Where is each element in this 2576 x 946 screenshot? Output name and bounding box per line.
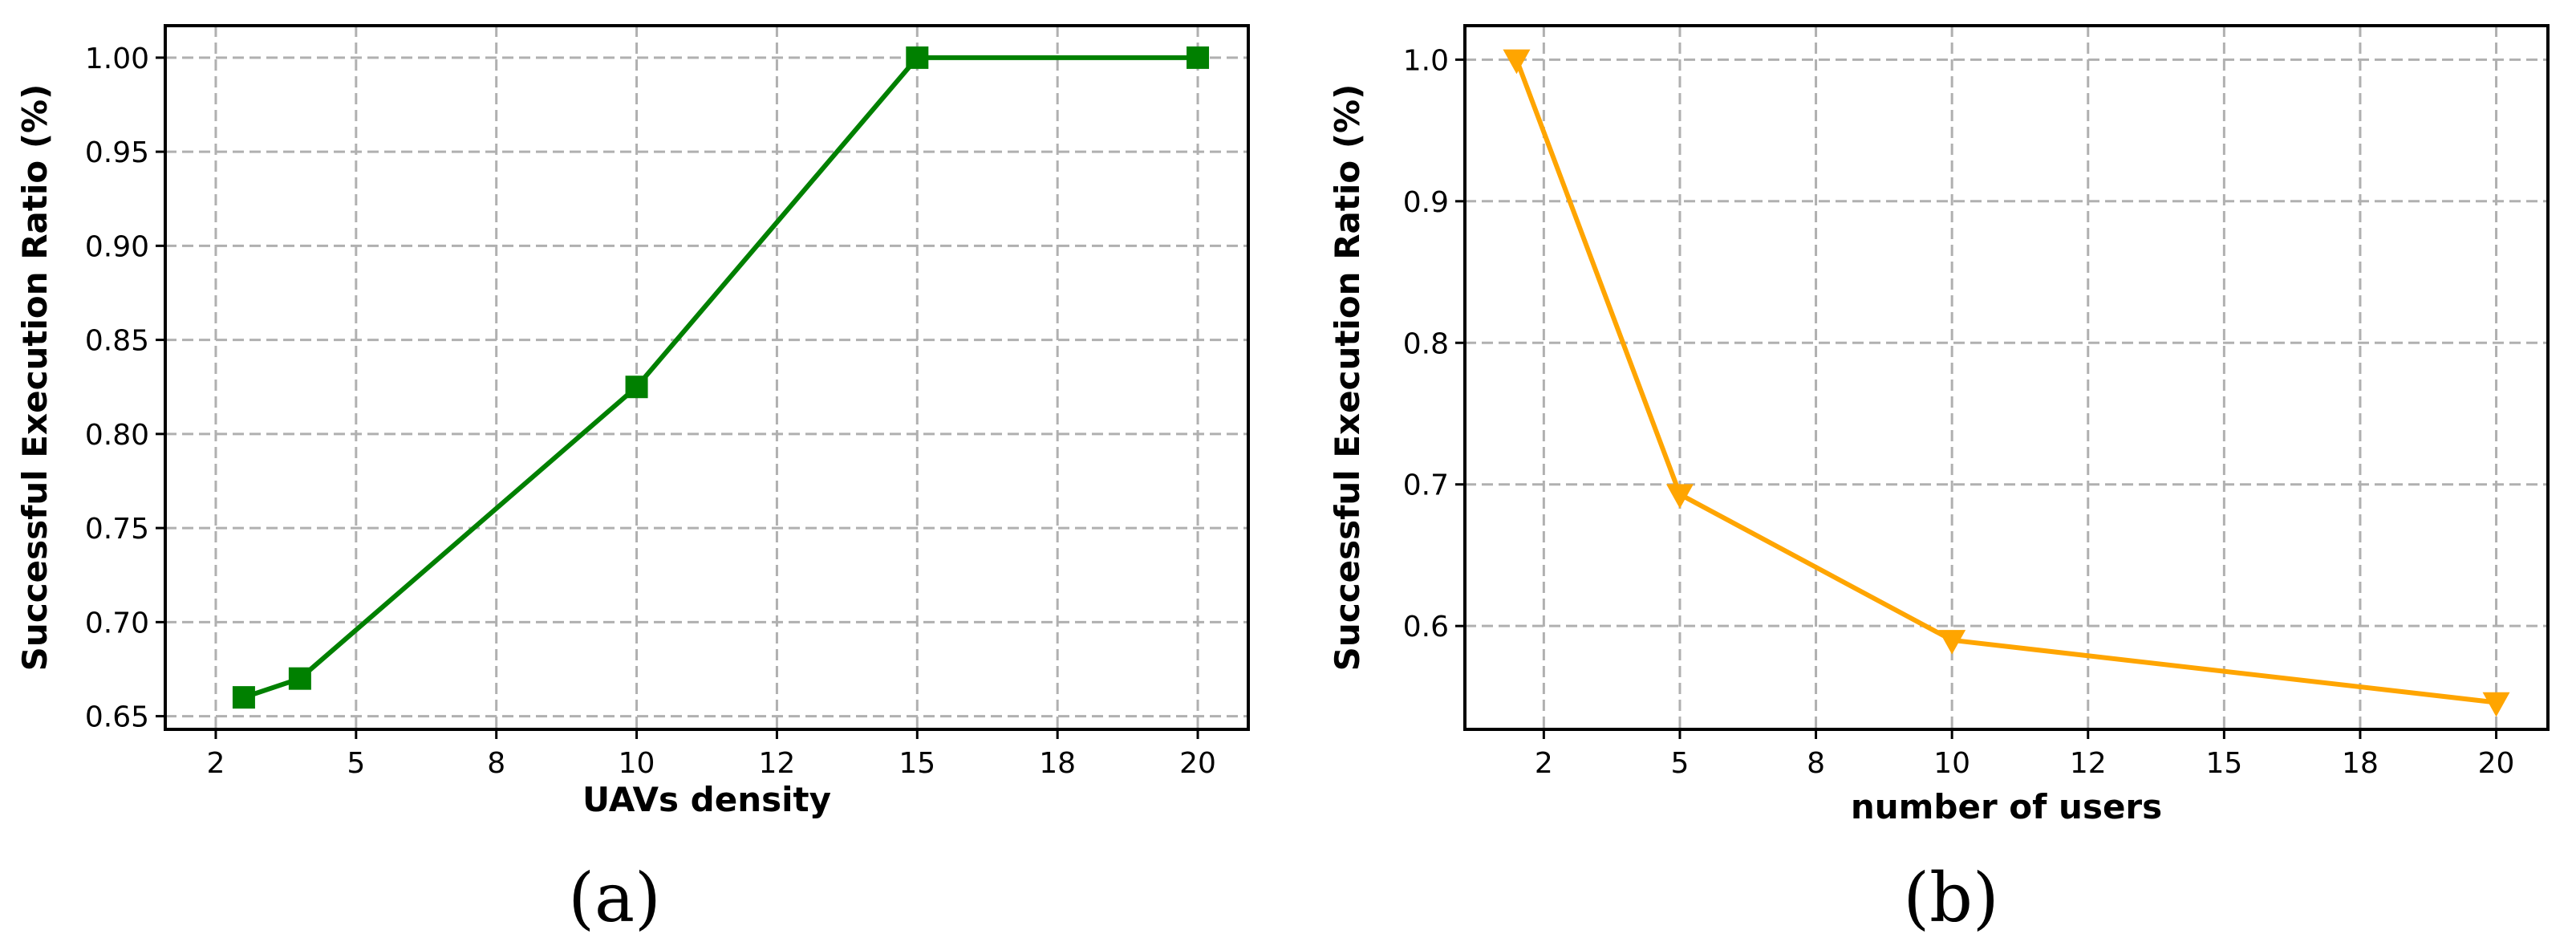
y-axis-label: Successful Execution Ratio (%) (1328, 84, 1367, 672)
x-tick-label: 5 (1671, 747, 1690, 780)
y-axis-label: Successful Execution Ratio (%) (15, 84, 55, 672)
data-point-marker (906, 46, 929, 69)
x-tick-label: 8 (1807, 747, 1825, 780)
panel-caption: (b) (1903, 859, 1998, 937)
series-line (1514, 59, 2497, 705)
data-point-marker (625, 376, 648, 399)
y-tick-label: 0.70 (85, 607, 149, 639)
x-tick-label: 2 (207, 747, 225, 780)
y-tick-label: 0.75 (85, 513, 149, 546)
x-axis-label: number of users (1851, 787, 2162, 826)
plot-frame (164, 24, 1250, 731)
chart-panel-a: 2 5 8 10 12 15 18 20 0.65 0.70 0.75 0.80 0.85 0.90 0.9… (15, 24, 1250, 937)
data-point-marker (232, 686, 255, 709)
x-tick-label: 12 (759, 747, 796, 780)
x-tick-label: 12 (2070, 747, 2107, 780)
y-tick-label: 1.00 (85, 43, 149, 75)
plot-frame (1463, 24, 2550, 731)
x-tick-label: 20 (1179, 747, 1216, 780)
y-tick-label: 0.6 (1403, 611, 1449, 644)
data-point-marker (1187, 46, 1210, 69)
x-tick-label: 8 (487, 747, 505, 780)
x-tick-label: 10 (1933, 747, 1970, 780)
x-tick-label: 15 (2205, 747, 2242, 780)
data-point-marker (2482, 692, 2510, 717)
y-tick-label: 1.0 (1403, 44, 1449, 77)
x-tick-label: 18 (1039, 747, 1076, 780)
x-tick-label: 20 (2478, 747, 2515, 780)
x-axis-label: UAVs density (582, 780, 831, 819)
y-tick-label: 0.7 (1403, 469, 1449, 502)
x-tick-label: 10 (619, 747, 655, 780)
series-line (242, 55, 1199, 700)
y-tick-label: 0.95 (85, 136, 149, 169)
data-point-marker (1938, 630, 1966, 655)
y-tick-label: 0.8 (1403, 327, 1449, 360)
chart-panel-b: 2 5 8 10 12 15 18 20 0.6 0.7 0.8 0.9 1.0 number of us… (1328, 24, 2550, 937)
x-tick-label: 2 (1535, 747, 1553, 780)
y-tick-label: 0.65 (85, 701, 149, 734)
x-tick-label: 15 (899, 747, 935, 780)
x-tick-label: 18 (2342, 747, 2379, 780)
x-tick-label: 5 (347, 747, 365, 780)
y-tick-label: 0.90 (85, 230, 149, 263)
y-tick-label: 0.85 (85, 325, 149, 358)
y-tick-label: 0.9 (1403, 186, 1449, 219)
data-point-marker (1503, 49, 1531, 75)
data-point-marker (1665, 484, 1694, 509)
y-tick-label: 0.80 (85, 419, 149, 452)
panel-caption: (a) (568, 859, 661, 937)
data-point-marker (288, 667, 311, 690)
